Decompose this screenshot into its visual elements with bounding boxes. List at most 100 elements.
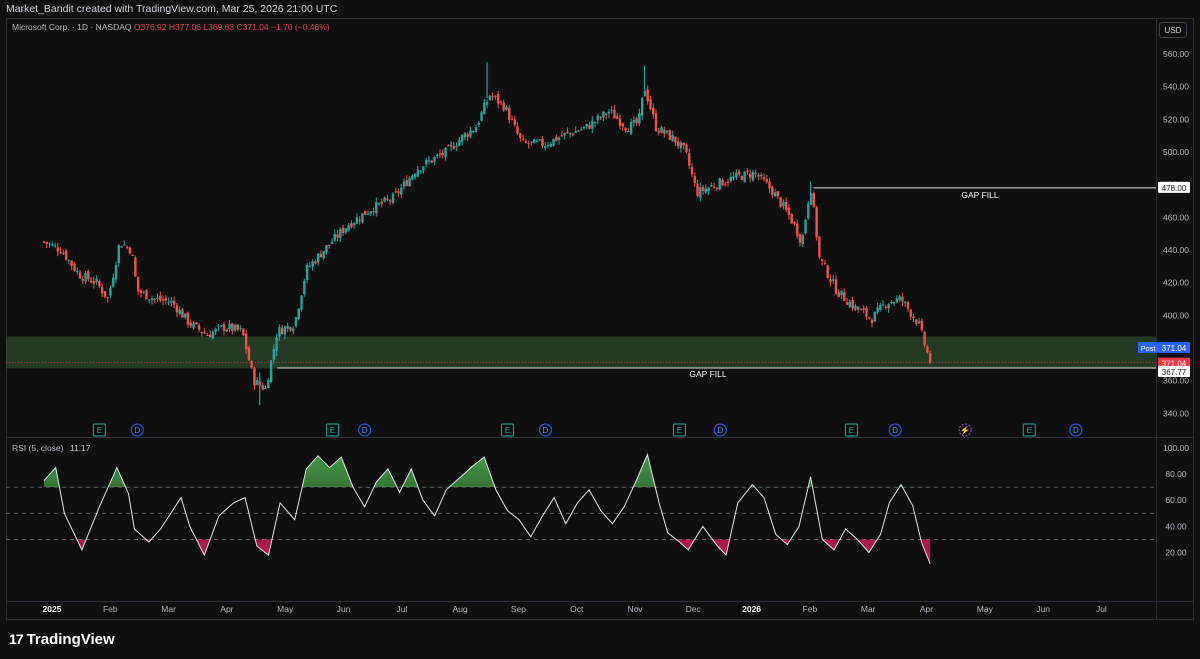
split-marker — [958, 423, 972, 437]
rsi-oversold-fill — [44, 539, 931, 564]
candle-body — [604, 114, 608, 116]
candle-body — [596, 115, 600, 121]
candle-body — [917, 321, 921, 323]
candle-body — [192, 322, 195, 328]
candle-body — [433, 157, 436, 162]
earnings-marker — [1022, 423, 1036, 437]
candle-body — [613, 109, 616, 119]
candle-body — [904, 301, 907, 303]
candle-body — [405, 180, 408, 186]
candle-body — [549, 143, 552, 147]
tradingview-logo[interactable]: 17 TradingView — [9, 631, 115, 648]
candle-body — [812, 193, 816, 207]
time-axis-label: May — [977, 604, 994, 614]
candle-body — [220, 325, 223, 327]
candle-body — [98, 281, 101, 287]
candle-body — [106, 297, 109, 299]
candle-body — [884, 306, 888, 308]
candle-body — [652, 107, 655, 115]
rsi-line — [43, 452, 931, 565]
candle-body — [117, 245, 120, 264]
candle-body — [524, 140, 528, 143]
candle-body — [926, 346, 929, 353]
candle-body — [782, 202, 785, 206]
gap-fill-price-lower: 367.77 — [1162, 368, 1187, 377]
candle-body — [779, 197, 782, 207]
candle-body — [341, 227, 345, 234]
candle-body — [197, 325, 201, 330]
candle-body — [112, 277, 115, 287]
candle-body — [793, 221, 796, 225]
candle-body — [915, 319, 918, 324]
candle-body — [328, 244, 331, 246]
candle-body — [386, 198, 389, 200]
post-price-badge: 371.04 — [1162, 344, 1187, 353]
dividend-marker-label: D — [1073, 426, 1079, 435]
rsi-axis-tick: 20.00 — [1165, 547, 1187, 557]
candle-body — [771, 186, 774, 195]
candle-body — [760, 174, 763, 177]
candle-body — [269, 360, 273, 383]
rsi-label: RSI (5, close) — [12, 443, 64, 453]
candle-body — [53, 245, 57, 247]
price-axis-tick: 520.00 — [1163, 114, 1189, 124]
candle-body — [167, 302, 170, 304]
candle-body — [513, 119, 516, 125]
candle-body — [765, 179, 768, 183]
candle-body — [848, 302, 852, 307]
candle-body — [480, 112, 483, 121]
currency-button[interactable]: USD — [1159, 22, 1187, 38]
candle-body — [217, 325, 220, 327]
candle-body — [51, 244, 54, 246]
candle-body — [267, 380, 270, 389]
candle-body — [693, 176, 696, 183]
candle-body — [203, 332, 206, 334]
gap-fill-label-upper: GAP FILL — [961, 190, 998, 200]
candle-body — [657, 130, 660, 133]
candle-body — [671, 135, 674, 142]
dividend-marker-label: D — [542, 426, 548, 435]
candle-body — [452, 146, 456, 149]
candle-body — [300, 295, 303, 310]
candle-body — [768, 181, 771, 189]
post-label-bg — [1138, 341, 1158, 353]
candle-body — [712, 186, 716, 188]
candle-body — [707, 187, 710, 192]
gap-fill-price-upper-bg — [1158, 181, 1190, 193]
candle-body — [898, 296, 901, 301]
dividend-marker-label: D — [717, 426, 723, 435]
candle-body — [156, 297, 159, 299]
candle-body — [361, 213, 364, 223]
candle-body — [676, 141, 680, 147]
candle-body — [125, 246, 129, 248]
candle-body — [690, 166, 694, 175]
candle-body — [175, 305, 179, 313]
candle-body — [909, 309, 912, 317]
candle-body — [809, 193, 813, 205]
candle-body — [496, 94, 500, 104]
time-axis-label: 2025 — [43, 604, 62, 614]
candle-body — [424, 159, 428, 165]
candle-body — [48, 243, 51, 245]
candle-body — [311, 261, 314, 267]
candle-body — [588, 125, 591, 129]
candle-body — [200, 332, 204, 334]
candle-body — [610, 109, 613, 111]
time-axis-label: Oct — [570, 604, 584, 614]
candle-body — [735, 172, 738, 178]
time-axis-label: Jul — [1096, 604, 1107, 614]
candle-body — [502, 102, 505, 111]
candle-body — [892, 302, 896, 304]
candle-body — [928, 353, 932, 363]
dividend-marker-label: D — [892, 426, 898, 435]
candle-body — [618, 118, 622, 126]
candle-body — [447, 145, 450, 147]
candle-body — [912, 316, 915, 318]
candle-body — [441, 152, 444, 155]
dividend-marker-label: D — [134, 426, 140, 435]
candle-body — [654, 113, 658, 131]
candle-body — [582, 126, 586, 128]
candle-body — [297, 308, 300, 319]
earnings-marker-label: E — [1027, 426, 1032, 435]
